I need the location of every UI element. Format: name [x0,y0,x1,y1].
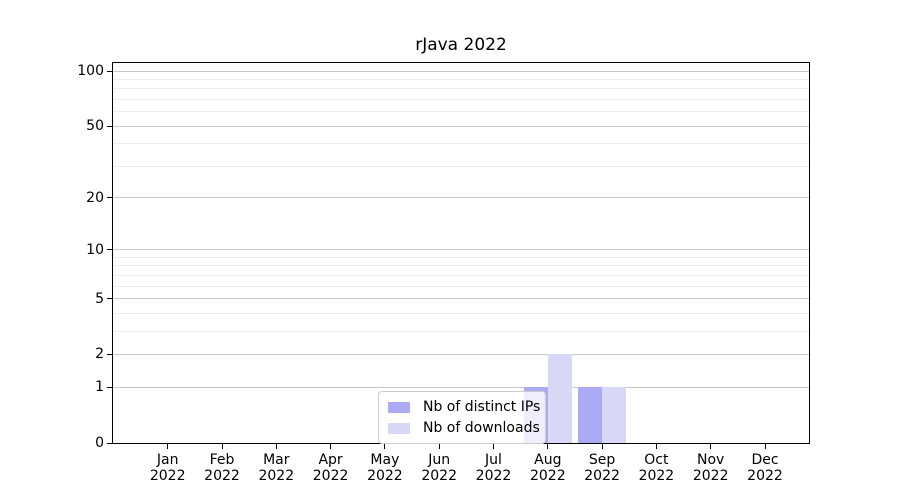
x-tick-label: Nov 2022 [692,452,729,484]
grid-line-minor [113,143,809,145]
grid-line-minor [113,256,809,258]
grid-line-major [113,197,809,199]
legend-swatch-downloads [388,422,410,434]
y-tick-label: 5 [95,290,104,307]
legend-swatch-distinct-ips [388,401,410,413]
plot-area: Nb of distinct IPs Nb of downloads [112,62,810,444]
y-tick-mark [107,197,112,199]
y-tick-label: 2 [95,346,104,363]
legend-item-downloads: Nb of downloads [388,420,540,436]
x-tick-mark [764,444,766,449]
y-tick-mark [107,298,112,300]
grid-line-minor [113,265,809,267]
x-tick-label: Dec 2022 [747,452,783,484]
legend-item-distinct-ips: Nb of distinct IPs [388,399,541,415]
grid-line-major [113,249,809,251]
x-tick-mark [710,444,712,449]
chart-title: rJava 2022 [415,35,507,55]
y-tick-mark [107,125,112,127]
grid-line-major [113,70,809,72]
grid-line-major [113,386,809,388]
y-tick-label: 10 [86,241,104,258]
bar-downloads [602,387,627,443]
legend: Nb of distinct IPs Nb of downloads [378,391,546,444]
x-tick-mark [167,444,169,449]
x-tick-mark [438,444,440,449]
x-tick-mark [493,444,494,449]
y-tick-mark [107,386,112,388]
y-tick-mark [107,353,112,355]
x-tick-label: Mar 2022 [258,452,295,484]
x-tick-mark [601,444,603,449]
grid-line-minor [113,312,809,314]
bar-downloads [547,354,572,443]
y-tick-mark [107,249,112,251]
grid-line-major [113,353,809,355]
grid-line-minor [113,330,809,332]
grid-line-minor [113,285,809,287]
x-tick-label: Jul 2022 [475,452,512,484]
grid-line-minor [113,98,809,100]
legend-label-downloads: Nb of downloads [423,420,540,436]
bar-distinct-ips [578,387,603,443]
x-tick-mark [384,444,386,449]
y-tick-label: 100 [77,63,104,79]
x-tick-label: Sep 2022 [584,452,620,484]
x-tick-label: Feb 2022 [204,452,240,484]
grid-line-minor [113,165,809,167]
y-tick-label: 1 [95,379,104,396]
x-tick-label: Jan 2022 [149,452,186,484]
x-tick-label: May 2022 [367,452,403,484]
grid-line-minor [113,88,809,90]
y-tick-label: 0 [95,435,104,451]
grid-line-minor [113,111,809,113]
y-tick-mark [107,442,112,444]
x-tick-mark [330,444,332,449]
grid-line-minor [113,274,809,276]
x-tick-label: Jun 2022 [421,452,457,484]
grid-line-major [113,298,809,300]
y-tick-label: 20 [86,189,104,206]
grid-line-major [113,125,809,127]
x-tick-mark [275,444,277,449]
x-tick-label: Aug 2022 [529,452,566,484]
y-tick-label: 50 [86,118,104,135]
legend-label-distinct-ips: Nb of distinct IPs [423,399,541,415]
x-tick-label: Apr 2022 [312,452,349,484]
x-tick-label: Oct 2022 [638,452,675,484]
x-tick-mark [547,444,549,449]
x-tick-mark [221,444,223,449]
x-tick-mark [655,444,657,449]
grid-line-minor [113,78,809,80]
y-tick-mark [107,70,112,72]
